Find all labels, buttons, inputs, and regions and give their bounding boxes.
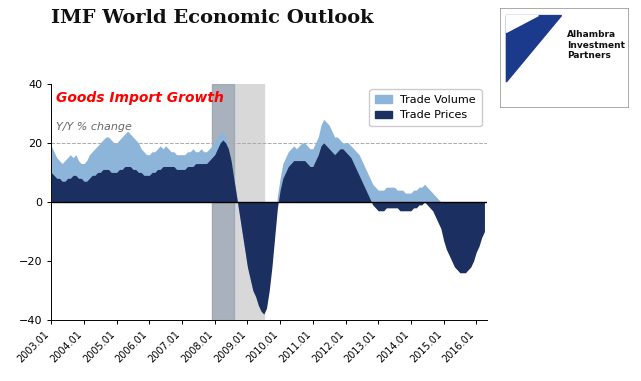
Polygon shape xyxy=(506,16,538,32)
Text: Y/Y % change: Y/Y % change xyxy=(56,122,131,131)
Legend: Trade Volume, Trade Prices: Trade Volume, Trade Prices xyxy=(369,90,481,126)
Text: Alhambra
Investment
Partners: Alhambra Investment Partners xyxy=(567,30,624,60)
Bar xyxy=(212,84,234,320)
Text: IMF World Economic Outlook: IMF World Economic Outlook xyxy=(51,9,374,27)
Text: Goods Import Growth: Goods Import Growth xyxy=(56,91,224,105)
Bar xyxy=(212,84,264,320)
Polygon shape xyxy=(506,16,562,82)
